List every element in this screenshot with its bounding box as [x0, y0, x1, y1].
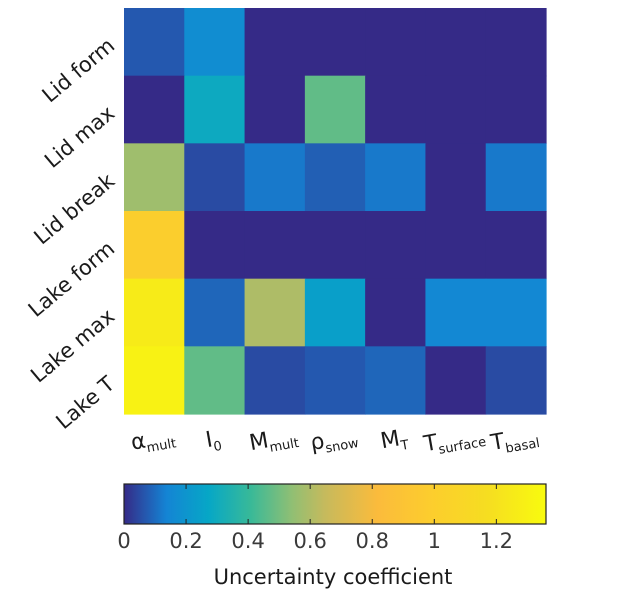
- heatmap-cell: [304, 75, 366, 144]
- heatmap-cell: [244, 75, 306, 144]
- heatmap-cell: [425, 278, 487, 347]
- heatmap-cell: [485, 8, 547, 77]
- column-label: Tbasal: [488, 423, 541, 459]
- row-label: Lid form: [38, 33, 120, 107]
- heatmap-cell: [425, 346, 487, 415]
- heatmap-cell: [485, 211, 547, 280]
- heatmap-cell: [425, 143, 487, 212]
- heatmap-cell: [425, 75, 487, 144]
- colorbar-tick-label: 0.2: [169, 529, 202, 553]
- heatmap-cell: [184, 346, 246, 415]
- heatmap-cell: [124, 8, 185, 77]
- heatmap-cell: [244, 143, 306, 212]
- heatmap-cell: [365, 211, 427, 280]
- heatmap-cell: [184, 75, 246, 144]
- colorbar-tick-label: 1: [428, 529, 441, 553]
- colorbar-tick-label: 0.4: [231, 529, 264, 553]
- heatmap-cell: [425, 211, 487, 280]
- heatmap-cell: [184, 211, 246, 280]
- column-label: I0: [204, 426, 223, 456]
- colorbar-label: Uncertainty coefficient: [214, 565, 453, 589]
- column-labels: αmult I0 Mmult ρsnow MT Tsurface Tbasal: [129, 422, 541, 460]
- heatmap-cell: [425, 8, 487, 77]
- heatmap-cell: [304, 211, 366, 280]
- colorbar-tick-label: 1.2: [480, 529, 513, 553]
- row-label: Lake T: [51, 372, 119, 434]
- heatmap-cell: [365, 143, 427, 212]
- row-label: Lid break: [29, 168, 119, 249]
- heatmap-cell: [365, 346, 427, 415]
- heatmap-cell: [124, 75, 185, 144]
- column-label: MT: [379, 425, 410, 457]
- colorbar-gradient: [123, 483, 547, 525]
- heatmap-cell: [184, 143, 246, 212]
- column-label: Tsurface: [421, 422, 487, 460]
- colorbar-tick-label: 0.6: [293, 529, 326, 553]
- heatmap-cell: [365, 75, 427, 144]
- heatmap-cell: [124, 278, 185, 347]
- heatmap-cell: [485, 278, 547, 347]
- colorbar-tick-label: 0.8: [356, 529, 389, 553]
- column-label: Mmult: [247, 423, 300, 459]
- heatmap-cell: [184, 278, 246, 347]
- colorbar-tick-label: 0: [117, 529, 130, 553]
- column-label: ρsnow: [308, 423, 360, 459]
- heatmap-cell: [304, 346, 366, 415]
- heatmap-cell: [365, 278, 427, 347]
- heatmap-cell: [124, 211, 185, 280]
- heatmap-cell: [485, 75, 547, 144]
- heatmap-cell: [124, 346, 185, 415]
- heatmap-cell: [304, 278, 366, 347]
- heatmap-cell: [485, 143, 547, 212]
- heatmap-cell: [184, 8, 246, 77]
- heatmap-cell: [485, 346, 547, 415]
- heatmap-cell: [244, 278, 306, 347]
- heatmap-cell: [244, 346, 306, 415]
- colorbar: 0 0.2 0.4 0.6 0.8 1 1.2: [117, 483, 547, 553]
- heatmap-cell: [124, 143, 185, 212]
- heatmap-cell: [304, 143, 366, 212]
- heatmap-cell: [244, 8, 306, 77]
- heatmap-cells: [124, 8, 547, 415]
- row-label: Lid max: [40, 101, 119, 173]
- column-label: αmult: [129, 423, 177, 458]
- heatmap-cell: [365, 8, 427, 77]
- heatmap-cell: [244, 211, 306, 280]
- heatmap-cell: [304, 8, 366, 77]
- colorbar-ticks: 0 0.2 0.4 0.6 0.8 1 1.2: [117, 484, 513, 553]
